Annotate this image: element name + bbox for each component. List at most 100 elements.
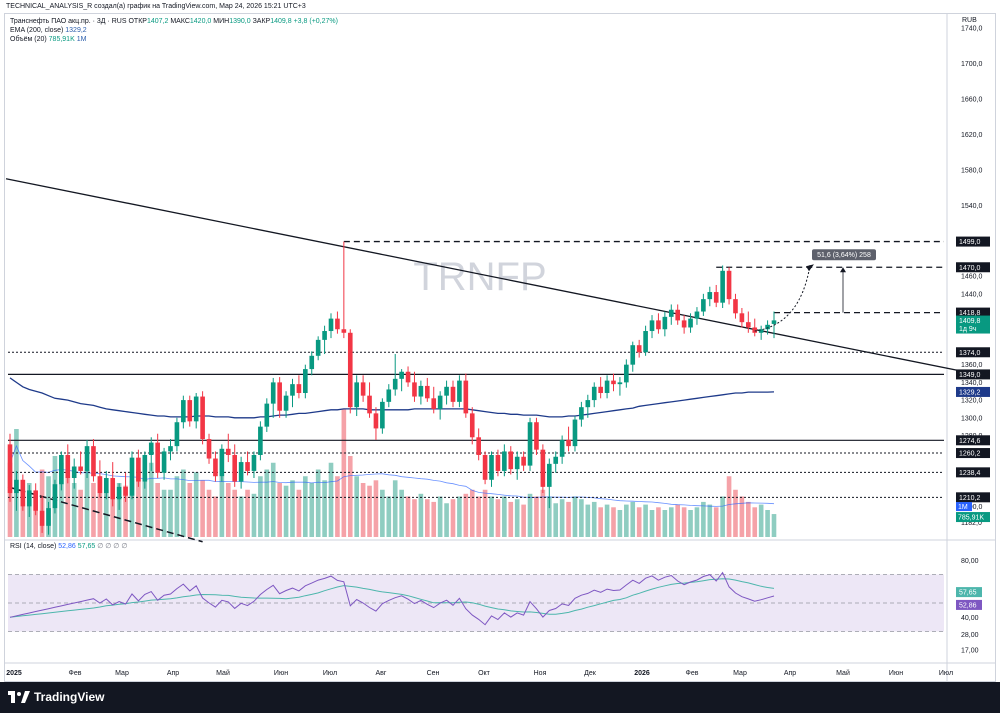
volume-bar <box>444 503 449 537</box>
projection-curve <box>754 265 811 332</box>
volume-bar <box>296 489 302 537</box>
chart-caption-bar: TECHNICAL_ANALYSIS_R создал(а) график на… <box>0 0 1000 14</box>
candle-body <box>649 320 655 332</box>
volume-bar <box>367 485 372 537</box>
time-axis[interactable]: 2025 Фев Мар Апр Май Июн Июл Авг Сен Окт Ноя Дек 202… <box>6 669 953 677</box>
candle-body <box>20 479 26 507</box>
time-tick-label: Апр <box>784 670 796 677</box>
candle-body <box>97 476 103 494</box>
price-tick-label: 1700,0 <box>961 61 983 68</box>
volume-bar <box>283 485 289 537</box>
rsi-legend[interactable]: RSI (14, close) 52,86 57,65 ∅ ∅ ∅ ∅ <box>10 542 127 550</box>
volume-bar <box>598 507 603 537</box>
candle-body <box>457 380 462 402</box>
symbol-title[interactable]: Транснефть ПАО акц.пр. · 3Д · RUS <box>10 18 127 25</box>
candle-body <box>283 395 289 411</box>
close-label: ЗАКР <box>252 18 271 25</box>
candle-body <box>103 478 109 494</box>
time-tick-label: Мар <box>115 670 129 677</box>
candle-body <box>733 299 738 314</box>
volume-bar <box>521 504 526 537</box>
rsi-tick-label: 40,00 <box>961 615 979 622</box>
candle-body <box>335 318 340 330</box>
volume-bar <box>103 489 109 537</box>
candle-body <box>136 457 141 482</box>
volume-bar <box>200 480 205 537</box>
chart-frame <box>4 13 996 682</box>
volume-bar <box>380 489 385 537</box>
time-tick-label: Июл <box>939 670 953 677</box>
candle-body <box>213 458 218 477</box>
candle-body <box>681 320 687 328</box>
volume-bar <box>476 496 481 537</box>
level-price-tag: 1418,8 <box>959 310 981 317</box>
volume-bar <box>739 496 745 537</box>
candle-body <box>566 439 571 447</box>
level-price-tag-box <box>956 262 990 273</box>
candle-body <box>225 448 231 455</box>
price-tick-label: 1660,0 <box>961 97 983 104</box>
volume-legend-row[interactable]: Объём (20) 785,91K 1M <box>10 35 338 44</box>
level-price-tag-box <box>956 369 990 380</box>
candle-body <box>84 446 90 471</box>
candle-body <box>7 444 13 494</box>
time-tick-label: Сен <box>427 670 440 677</box>
rsi-ma-line <box>9 578 775 618</box>
candle-body <box>251 454 257 471</box>
time-tick-label: 2026 <box>634 670 650 677</box>
time-tick-label: Дек <box>584 670 597 677</box>
volume-bar <box>418 493 424 537</box>
currency-label[interactable]: RUB <box>962 17 977 24</box>
candle-body <box>148 442 154 455</box>
volume-bar <box>91 483 96 537</box>
level-price-tag-box <box>956 307 990 318</box>
volume-bar <box>123 485 128 537</box>
volume-bar <box>335 476 340 537</box>
price-tick-label: 1740,0 <box>961 26 983 33</box>
volume-bar <box>611 507 616 537</box>
ema-legend-row[interactable]: EMA (200, close) 1329,2 <box>10 26 338 35</box>
volume-bar <box>187 483 193 537</box>
candle-body <box>444 386 449 396</box>
price-axis[interactable]: 1740,0 1700,0 1660,0 1620,0 1580,0 1540,0 1460… <box>961 26 983 527</box>
lower-dashed-trendline <box>7 486 203 543</box>
volume-bar <box>412 499 417 537</box>
volume-bar <box>746 501 751 537</box>
candle-body <box>463 380 469 414</box>
time-tick-label: Июн <box>889 670 903 677</box>
high-label: МАКС <box>170 18 190 25</box>
tradingview-icon <box>8 691 30 703</box>
volume-bar <box>457 496 462 537</box>
volume-bar <box>59 462 64 537</box>
candle-body <box>508 451 514 470</box>
tradingview-logo[interactable]: TradingView <box>8 689 104 705</box>
level-price-tag-box <box>956 347 990 358</box>
price-tick-label: 1540,0 <box>961 203 983 210</box>
measure-tool[interactable]: 51,6 (3,64%) 258 <box>754 249 876 332</box>
candle-body <box>707 292 713 300</box>
time-tick-label: Фев <box>69 670 82 677</box>
time-tick-label: 2025 <box>6 670 22 677</box>
volume-bar <box>71 483 77 537</box>
volume-bar <box>707 504 713 537</box>
volume-label: Объём (20) <box>10 36 47 43</box>
volume-bar <box>566 501 571 537</box>
candle-body <box>258 426 263 455</box>
chart-canvas[interactable]: TRNFP 51,6 (3,64%) 258 1740,0 1700,0 1660,… <box>0 0 1000 682</box>
volume-bar <box>65 476 71 537</box>
volume-bar <box>591 501 597 537</box>
ema-line <box>9 377 775 419</box>
volume-bar <box>630 501 636 537</box>
candle-body <box>46 508 51 526</box>
candle-body <box>129 457 135 496</box>
volume-bar <box>161 489 167 537</box>
candle-body <box>495 454 501 471</box>
candle-body <box>116 486 122 500</box>
candle-body <box>322 331 327 340</box>
price-tick-label: 1440,0 <box>961 291 983 298</box>
trendline[interactable] <box>5 178 983 543</box>
rsi-lines <box>9 571 775 626</box>
volume-bar <box>758 504 764 537</box>
candle-body <box>193 396 199 422</box>
volume-bar <box>502 496 507 537</box>
